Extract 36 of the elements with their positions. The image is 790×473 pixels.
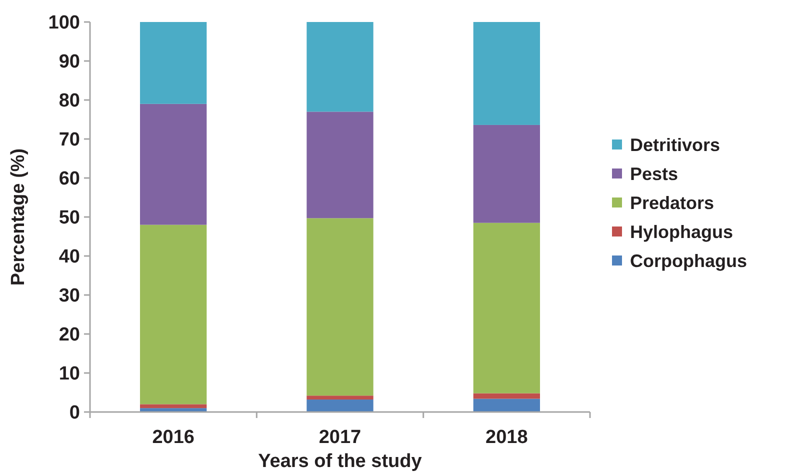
- bar: [140, 404, 207, 408]
- y-axis-title: Percentage (%): [8, 148, 29, 286]
- bar: [140, 408, 207, 412]
- bar: [140, 224, 207, 404]
- y-tick-label: 100: [48, 12, 80, 34]
- bar: [473, 22, 540, 125]
- y-tick-label: 10: [58, 364, 80, 385]
- y-tick-label: 90: [58, 52, 80, 73]
- bar: [140, 22, 207, 104]
- legend-label: Corpophagus: [630, 250, 747, 271]
- y-tick-label: 70: [58, 130, 80, 151]
- bar: [473, 398, 540, 412]
- x-tick-label: 2017: [318, 427, 362, 448]
- bar: [306, 22, 374, 112]
- legend-label: Hylophagus: [630, 222, 734, 242]
- y-tick-label: 20: [58, 324, 80, 346]
- bar: [306, 218, 374, 396]
- legend-label: Detritivors: [630, 134, 720, 155]
- y-tick-label: 50: [58, 208, 80, 229]
- bar: [473, 124, 540, 223]
- y-tick-label: 30: [58, 286, 80, 307]
- x-tick-label: 2016: [152, 427, 194, 448]
- bar: [140, 104, 207, 225]
- y-tick-label: 40: [58, 246, 80, 268]
- bar: [306, 112, 374, 218]
- y-tick-label: 0: [69, 402, 80, 424]
- y-tick-label: 80: [58, 90, 80, 112]
- y-tick-label: 60: [58, 168, 80, 190]
- x-axis-title: Years of the study: [258, 451, 422, 472]
- bar: [306, 396, 374, 400]
- x-tick-label: 2018: [486, 427, 528, 448]
- bar: [473, 393, 540, 399]
- legend-label: Predators: [630, 192, 714, 213]
- bar: [306, 400, 374, 412]
- legend-label: Pests: [630, 164, 678, 184]
- bar: [473, 222, 540, 394]
